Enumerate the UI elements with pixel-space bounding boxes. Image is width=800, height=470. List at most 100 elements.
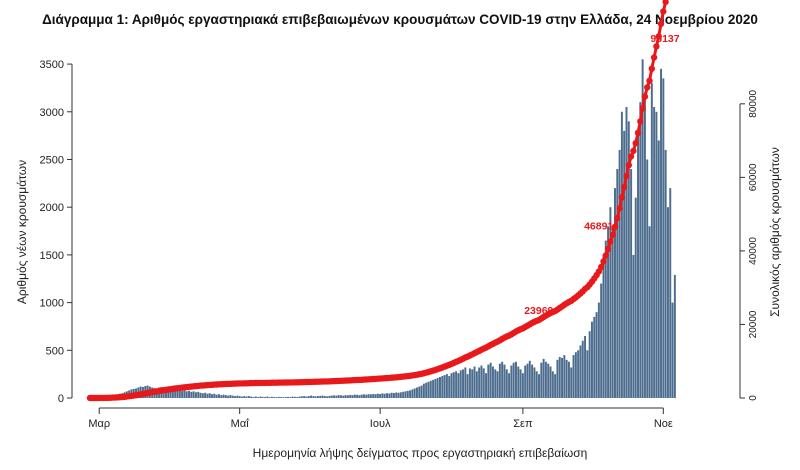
bar [342,395,345,398]
bar [381,393,384,398]
bar [480,365,483,398]
bar [215,394,218,398]
bar [547,363,550,398]
bar [247,396,250,398]
bar [240,396,243,398]
cumulative-point [657,20,665,27]
bar [328,395,331,398]
bar [165,388,167,398]
bar [330,395,333,398]
bar [485,373,488,398]
cumulative-point [616,205,623,212]
bar [427,381,430,398]
cumulative-point [600,258,607,265]
bar [524,365,527,398]
bar [577,350,580,398]
bar [201,393,204,398]
cumulative-annotation: 23969 [524,305,553,317]
bar [323,396,326,398]
bar [284,397,287,398]
y-axis-left-tick-label: 3500 [40,59,64,71]
bar [208,393,211,398]
bar [365,394,368,398]
bar [625,107,628,398]
bar [234,396,237,398]
bar [413,388,416,398]
bar [250,396,253,398]
bar [266,396,269,398]
cumulative-point [621,183,628,191]
bar [429,380,432,398]
bar [171,389,174,398]
bar [252,397,255,398]
bar [590,321,593,398]
y-axis-left-tick-label: 0 [58,393,64,405]
bar [570,367,573,398]
bar [300,396,303,398]
bar [425,382,428,398]
y-axis-left-tick-label: 2000 [40,202,64,214]
bar [268,397,271,398]
bar [618,149,621,398]
bar [254,396,257,398]
cumulative-point [614,214,621,222]
bar [310,395,313,398]
bar [602,254,605,398]
bar [653,107,656,398]
bar [224,395,227,398]
bar [561,357,564,398]
cumulative-point [639,105,646,112]
bar [303,396,306,398]
bar [517,366,520,398]
bar [245,396,248,398]
cumulative-point [662,0,669,6]
bar [441,376,444,398]
bar [627,121,630,398]
cumulative-point [623,172,630,180]
bar [462,369,464,398]
bar [473,366,476,398]
bar [220,395,223,398]
bar [632,254,635,398]
bar [360,394,363,398]
annotation-group: 23969 46891 95137 [524,33,680,317]
bar [353,394,356,398]
bar [468,368,471,398]
cumulative-point [655,33,662,40]
bar [521,373,524,398]
bar [169,388,172,398]
bar [439,377,441,398]
axes-group: 0 500 1000 1500 2000 2500 3000 3500 0 20000 40000 6… [40,59,759,430]
y-axis-right-tick-label: 80000 [748,89,759,117]
bar [273,397,276,398]
bar [349,394,352,398]
bar [390,392,393,398]
cumulative-point [641,93,649,100]
bar [491,366,494,398]
y-axis-right-tick-label: 0 [748,395,759,401]
bar [399,392,402,398]
bar [630,169,633,398]
bar [388,393,391,398]
bar [270,396,273,398]
cumulative-line-group [86,0,669,402]
bar [572,355,575,398]
bar [293,396,296,398]
bar [386,393,389,398]
bar [181,390,184,398]
bar [222,394,225,398]
bar [611,226,614,398]
x-axis-label: Ημερομηνία λήψης δείγματος προς εργαστηρ… [252,446,588,460]
bar [289,397,292,398]
y-axis-right-tick-label: 20000 [748,310,759,338]
bar [395,392,398,398]
bar [264,397,266,398]
bar [505,369,508,398]
bar [455,371,458,398]
bar [655,111,658,398]
bar [542,358,545,398]
bar [422,383,425,398]
bar [641,59,644,399]
